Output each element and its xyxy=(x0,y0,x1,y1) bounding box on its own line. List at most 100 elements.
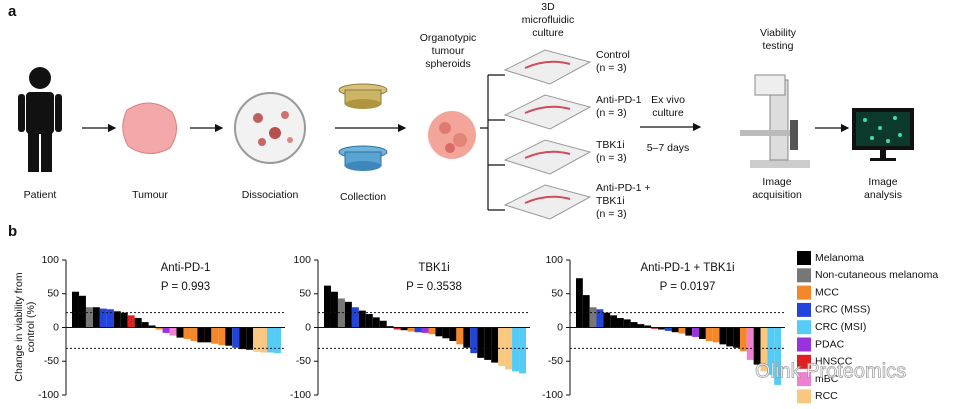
legend-swatch xyxy=(797,337,811,352)
step-label: spheroids xyxy=(425,58,471,70)
bar xyxy=(484,327,492,360)
step-label: Image xyxy=(868,176,897,188)
bar xyxy=(470,327,478,354)
bar xyxy=(176,327,184,338)
bar xyxy=(274,327,281,354)
microscope-icon xyxy=(740,74,810,168)
bar xyxy=(678,327,686,334)
bar xyxy=(134,318,142,328)
bar xyxy=(699,327,706,339)
step-label: Collection xyxy=(340,191,386,203)
bar xyxy=(400,327,408,331)
condition-label: Anti-PD-1 + xyxy=(596,182,651,194)
y-tick-label: 0 xyxy=(557,321,563,333)
bar xyxy=(239,327,247,350)
step-label: Patient xyxy=(24,189,57,201)
bar xyxy=(705,327,713,341)
bar xyxy=(365,314,373,328)
bar xyxy=(414,327,422,333)
legend-label: MCC xyxy=(815,286,839,298)
legend-label: mBC xyxy=(815,373,839,385)
y-tick-label: -100 xyxy=(542,389,563,401)
bar xyxy=(141,322,149,328)
collection-icon xyxy=(338,83,388,171)
step-label: testing xyxy=(763,40,794,52)
y-tick-label: -100 xyxy=(290,389,311,401)
bar xyxy=(372,317,380,328)
y-axis-label: control (%) xyxy=(25,302,37,353)
bar xyxy=(330,291,338,328)
legend-swatch xyxy=(797,251,811,265)
bar xyxy=(155,327,163,330)
bar xyxy=(351,307,359,328)
legend-label: Melanoma xyxy=(815,252,864,264)
bar xyxy=(456,327,464,345)
bar xyxy=(610,315,617,328)
bar xyxy=(211,327,219,344)
bar xyxy=(120,312,128,328)
legend-swatch xyxy=(797,354,811,369)
bar xyxy=(169,327,177,336)
y-tick-label: 50 xyxy=(47,288,59,300)
step-label: Viability xyxy=(760,27,797,39)
workflow-diagram xyxy=(18,49,914,220)
step-label: analysis xyxy=(864,189,902,201)
panel-label: a xyxy=(8,3,17,20)
legend-label: PDAC xyxy=(815,338,845,350)
bar xyxy=(127,315,135,328)
bar xyxy=(246,327,254,350)
bar xyxy=(99,308,107,328)
y-tick-label: 100 xyxy=(293,254,311,266)
bar xyxy=(623,319,631,328)
condition-label: (n = 3) xyxy=(596,107,627,119)
bar xyxy=(92,307,100,328)
bar xyxy=(519,327,526,374)
bar xyxy=(421,327,429,333)
spheroid-icon xyxy=(428,111,476,159)
dish-icon xyxy=(234,92,306,164)
bar xyxy=(637,324,645,328)
bar xyxy=(190,327,198,341)
step-label: culture xyxy=(532,27,564,39)
condition-label: TBK1i xyxy=(596,139,625,151)
bar xyxy=(358,310,366,328)
y-tick-label: 100 xyxy=(41,254,59,266)
bar xyxy=(603,312,611,328)
step-label: 5–7 days xyxy=(647,142,690,154)
y-tick-label: -100 xyxy=(38,389,59,401)
bar xyxy=(576,278,583,328)
bar xyxy=(692,327,699,337)
legend-label: CRC (MSI) xyxy=(815,321,866,333)
y-tick-label: 0 xyxy=(53,321,59,333)
watermark: Olink Proteomics xyxy=(755,360,906,382)
step-label: Organotypic xyxy=(420,32,477,44)
step-label: tumour xyxy=(432,45,465,57)
step-label: 3D xyxy=(541,1,555,13)
legend-swatch xyxy=(797,302,811,317)
bar xyxy=(72,291,79,328)
bar xyxy=(324,285,331,328)
bar xyxy=(685,327,693,336)
bar xyxy=(337,298,345,328)
bar xyxy=(225,327,233,346)
bar xyxy=(671,327,679,333)
bar xyxy=(664,327,672,331)
chart-title: TBK1i xyxy=(418,262,449,274)
bar xyxy=(449,327,457,341)
bar xyxy=(498,327,506,366)
p-value: P = 0.3538 xyxy=(406,281,462,293)
bar xyxy=(386,326,394,328)
bar xyxy=(162,327,170,333)
bar xyxy=(726,327,734,347)
bar xyxy=(630,322,638,328)
bar xyxy=(767,327,775,375)
bar xyxy=(582,295,590,328)
bar xyxy=(658,327,665,330)
bar xyxy=(183,327,191,339)
condition-label: (n = 3) xyxy=(596,208,627,220)
bar xyxy=(148,325,156,328)
legend-label: CRC (MSS) xyxy=(815,304,870,316)
bar xyxy=(746,327,754,360)
y-tick-label: 0 xyxy=(305,321,311,333)
